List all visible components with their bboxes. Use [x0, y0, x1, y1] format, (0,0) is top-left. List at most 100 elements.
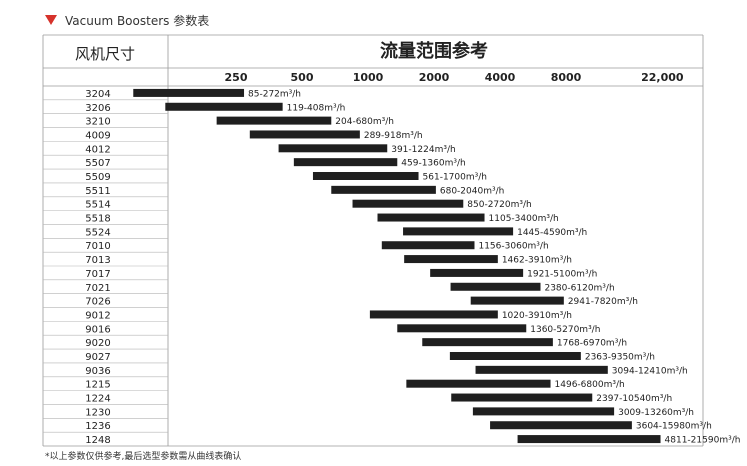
- size-label: 5514: [85, 200, 110, 211]
- table-grid: [42, 34, 704, 447]
- table-row: 5509 561-1700m³/h: [85, 172, 487, 183]
- table-row: 5514 850-2720m³/h: [85, 199, 532, 211]
- range-label: 289-918m³/h: [364, 131, 423, 141]
- table-row: 7013 1462-3910m³/h: [85, 255, 572, 266]
- range-label: 680-2040m³/h: [440, 186, 504, 196]
- table-row: 1248 4811-21590m³/h: [85, 435, 740, 446]
- range-label: 561-1700m³/h: [423, 173, 487, 183]
- table-row: 4009 289-918m³/h: [85, 130, 423, 141]
- range-label: 1921-5100m³/h: [527, 269, 597, 279]
- range-label: 391-1224m³/h: [391, 145, 455, 155]
- table-row: 9020 1768-6970m³/h: [85, 338, 627, 349]
- table-row: 4012 391-1224m³/h: [85, 144, 456, 155]
- table-row: 3204 85-272m³/h: [85, 88, 301, 100]
- range-label: 1445-4590m³/h: [517, 228, 587, 238]
- range-bar: [377, 213, 485, 222]
- size-label: 7013: [85, 255, 110, 266]
- range-label: 119-408m³/h: [287, 103, 346, 113]
- table-row: 5524 1445-4590m³/h: [85, 227, 587, 238]
- table-row: 5507 459-1360m³/h: [85, 158, 466, 169]
- range-bar: [397, 324, 527, 333]
- table-row: 3206 119-408m³/h: [85, 102, 346, 114]
- range-bar: [475, 365, 608, 374]
- size-label: 5524: [85, 227, 110, 238]
- range-label: 3009-13260m³/h: [618, 408, 694, 418]
- table-row: 1230 3009-13260m³/h: [85, 407, 694, 418]
- size-label: 3206: [85, 103, 110, 114]
- size-label: 5511: [85, 186, 110, 197]
- table-row: 5518 1105-3400m³/h: [85, 213, 559, 225]
- size-label: 1248: [85, 435, 110, 446]
- x-tick-label: 1000: [353, 71, 384, 84]
- size-label: 3204: [85, 89, 110, 100]
- size-label: 4012: [85, 144, 110, 155]
- range-label: 1156-3060m³/h: [478, 242, 548, 252]
- range-bar: [517, 435, 661, 444]
- size-label: 4009: [85, 130, 110, 141]
- range-bar: [404, 255, 498, 264]
- range-label: 204-680m³/h: [335, 117, 394, 127]
- category-header: 风机尺寸: [75, 45, 135, 63]
- range-bar: [470, 296, 564, 305]
- range-bar: [293, 158, 398, 167]
- range-label: 850-2720m³/h: [467, 200, 531, 210]
- size-label: 9036: [85, 366, 110, 377]
- size-label: 9016: [85, 324, 110, 335]
- size-label: 5509: [85, 172, 110, 183]
- x-tick-label: 8000: [551, 71, 582, 84]
- range-bar: [216, 116, 332, 125]
- section-heading: Vacuum Boosters 参数表: [45, 12, 209, 28]
- size-label: 1224: [85, 394, 110, 405]
- table-row: 3210 204-680m³/h: [85, 116, 394, 128]
- footnote: *以上参数仅供参考,最后选型参数需从曲线表确认: [45, 452, 242, 462]
- range-bar: [165, 102, 283, 111]
- range-label: 459-1360m³/h: [401, 159, 465, 169]
- range-label: 1360-5270m³/h: [530, 325, 600, 335]
- table-row: 7021 2380-6120m³/h: [85, 282, 615, 294]
- size-label: 9020: [85, 338, 110, 349]
- table-row: 7026 2941-7820m³/h: [85, 296, 638, 308]
- range-bar: [278, 144, 388, 153]
- size-label: 1230: [85, 407, 110, 418]
- table-row: 1224 2397-10540m³/h: [85, 393, 672, 405]
- range-bar: [369, 310, 498, 319]
- table-row: 9027 2363-9350m³/h: [85, 352, 655, 363]
- size-label: 5507: [85, 158, 110, 169]
- x-axis-ticks: 250 500 1000 2000 4000 8000 22,000: [225, 71, 684, 84]
- range-bar: [450, 282, 541, 291]
- size-label: 1236: [85, 421, 110, 432]
- table-row: 9016 1360-5270m³/h: [85, 324, 600, 335]
- x-tick-label: 500: [291, 71, 314, 84]
- triangle-down-icon: [45, 15, 57, 25]
- x-tick-label: 22,000: [641, 71, 684, 84]
- section-title: Vacuum Boosters 参数表: [65, 13, 210, 28]
- size-label: 5518: [85, 214, 110, 225]
- range-label: 3604-15980m³/h: [636, 422, 712, 432]
- table-row: 7017 1921-5100m³/h: [85, 268, 597, 280]
- range-bar: [312, 172, 419, 180]
- table-row: 5511 680-2040m³/h: [85, 185, 504, 197]
- size-label: 7026: [85, 297, 110, 308]
- range-bar: [381, 241, 475, 250]
- x-tick-label: 250: [225, 71, 248, 84]
- range-label: 2941-7820m³/h: [568, 297, 638, 307]
- range-bar: [422, 338, 553, 347]
- size-label: 7010: [85, 241, 110, 252]
- range-label: 2397-10540m³/h: [596, 394, 672, 404]
- size-label: 9027: [85, 352, 110, 363]
- range-bar: [352, 199, 464, 208]
- range-label: 4811-21590m³/h: [665, 436, 741, 446]
- table-row: 7010 1156-3060m³/h: [85, 241, 549, 252]
- table-row: 1215 1496-6800m³/h: [85, 379, 625, 391]
- range-bar: [406, 379, 551, 388]
- range-label: 1768-6970m³/h: [557, 339, 627, 349]
- range-label: 3094-12410m³/h: [612, 366, 688, 376]
- chart-rows: 3204 85-272m³/h 3206 119-408m³/h 3210 204-680…: [85, 88, 740, 446]
- size-label: 7021: [85, 283, 110, 294]
- range-bar: [133, 88, 245, 97]
- range-bar: [472, 407, 615, 416]
- size-label: 3210: [85, 117, 110, 128]
- range-bar: [449, 352, 581, 360]
- range-label: 2380-6120m³/h: [544, 283, 614, 293]
- range-bar: [249, 130, 360, 139]
